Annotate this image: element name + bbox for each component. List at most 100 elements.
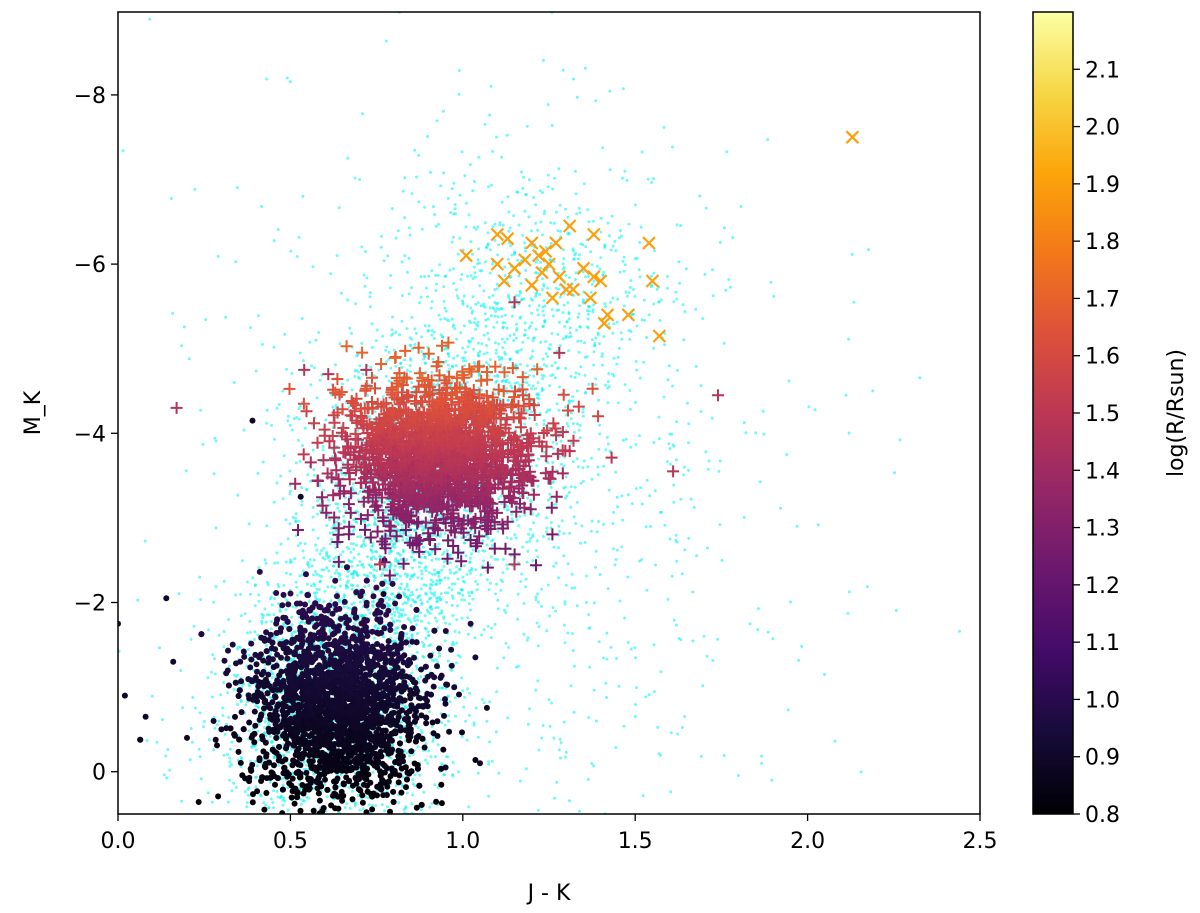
background-point — [484, 318, 488, 322]
background-point — [328, 628, 332, 632]
background-point — [232, 781, 235, 785]
background-point — [366, 394, 370, 397]
background-point — [388, 286, 392, 290]
background-point — [500, 314, 504, 318]
background-point — [668, 447, 672, 451]
background-point — [512, 214, 516, 218]
background-point — [264, 803, 268, 807]
background-point — [535, 393, 539, 396]
background-point — [393, 631, 397, 635]
background-point — [501, 557, 505, 561]
background-point — [468, 594, 471, 598]
background-point — [410, 555, 414, 559]
background-point — [499, 588, 503, 592]
background-point — [405, 791, 409, 795]
background-point — [399, 587, 403, 590]
background-point — [624, 290, 628, 294]
background-point — [381, 395, 385, 399]
background-point — [219, 693, 223, 697]
background-point — [626, 493, 630, 497]
background-point — [491, 225, 495, 229]
background-point — [485, 344, 489, 347]
background-point — [432, 205, 435, 209]
background-point — [589, 290, 593, 294]
background-point — [481, 549, 485, 553]
background-point — [413, 148, 417, 152]
background-point — [624, 437, 628, 441]
background-point — [272, 806, 275, 810]
background-point — [325, 524, 329, 527]
background-point — [476, 735, 480, 739]
background-point — [532, 521, 536, 525]
background-point — [495, 320, 499, 324]
background-point — [578, 424, 582, 427]
background-point — [348, 806, 352, 810]
background-point — [462, 705, 466, 709]
background-point — [270, 603, 274, 607]
background-point — [585, 355, 589, 359]
background-point — [541, 535, 545, 538]
background-point — [217, 719, 221, 723]
background-point — [564, 207, 567, 211]
background-point — [482, 701, 486, 705]
background-point — [522, 333, 526, 337]
background-point — [685, 401, 689, 405]
background-point — [493, 374, 497, 378]
background-point — [505, 337, 509, 341]
background-point — [576, 465, 580, 469]
background-point — [254, 583, 258, 587]
background-point — [867, 248, 870, 252]
background-point — [362, 487, 366, 491]
background-point — [472, 723, 476, 727]
background-point — [453, 207, 457, 211]
background-point — [314, 543, 317, 547]
background-point — [417, 565, 421, 569]
background-point — [482, 304, 486, 308]
background-point — [507, 381, 511, 385]
background-point — [542, 313, 546, 317]
background-point — [398, 333, 401, 337]
background-point — [416, 726, 420, 730]
background-point — [370, 557, 374, 561]
background-point — [506, 195, 510, 199]
background-point — [267, 806, 271, 810]
background-point — [545, 364, 549, 368]
background-point — [602, 464, 606, 468]
background-point — [536, 308, 540, 312]
background-point — [487, 760, 491, 764]
background-point — [416, 745, 420, 749]
background-point — [535, 592, 539, 596]
background-point — [466, 345, 470, 349]
background-point — [569, 505, 573, 509]
background-point — [521, 340, 525, 344]
background-point — [401, 189, 405, 193]
background-point — [300, 444, 304, 448]
background-point — [414, 664, 418, 668]
background-point — [571, 249, 575, 253]
background-point — [496, 598, 500, 602]
background-point — [555, 308, 559, 312]
background-point — [318, 580, 322, 584]
background-point — [571, 247, 575, 251]
background-point — [374, 339, 378, 343]
background-point — [424, 636, 428, 640]
background-point — [473, 636, 477, 640]
background-point — [394, 557, 398, 560]
background-point — [615, 657, 618, 660]
background-point — [437, 651, 441, 655]
background-point — [399, 582, 403, 586]
background-point — [369, 365, 373, 369]
background-point — [269, 627, 273, 631]
background-point — [472, 265, 476, 269]
background-point — [408, 364, 412, 368]
background-point — [349, 550, 353, 554]
background-point — [653, 249, 656, 253]
background-point — [206, 676, 210, 680]
background-point — [393, 559, 397, 563]
background-point — [599, 256, 603, 260]
background-point — [207, 738, 211, 742]
background-point — [637, 268, 641, 272]
background-point — [528, 539, 532, 543]
background-point — [468, 556, 472, 560]
background-point — [257, 593, 261, 597]
